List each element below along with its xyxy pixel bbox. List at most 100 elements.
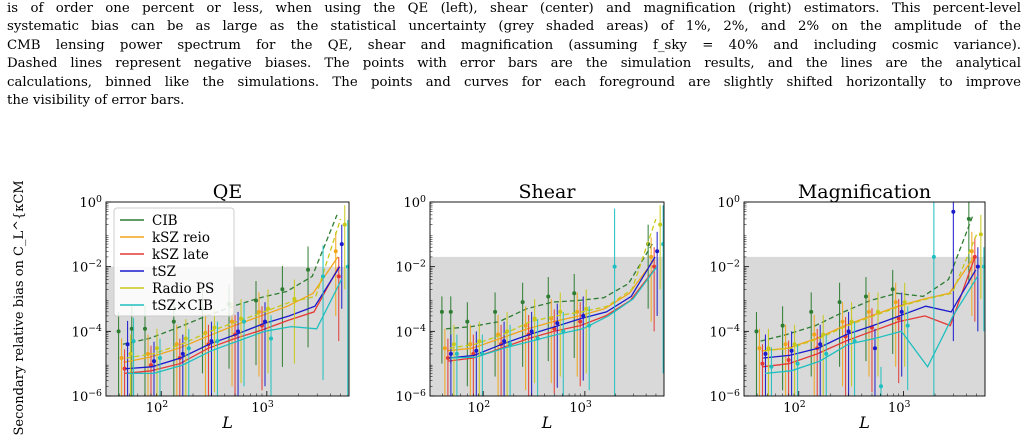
data-point (846, 329, 851, 334)
data-point (902, 300, 907, 305)
legend-box (113, 207, 235, 317)
data-point (535, 336, 540, 341)
series-line (446, 243, 653, 330)
data-point (931, 254, 936, 259)
data-point (818, 342, 823, 347)
data-point (905, 323, 910, 328)
data-point (122, 366, 127, 371)
data-point (520, 300, 525, 305)
data-point (658, 222, 663, 227)
series-line (765, 276, 979, 375)
caption-line-2: systematic bias can be as large as the s… (7, 19, 1021, 35)
plot-area (116, 205, 349, 396)
series-tsz-cib (127, 220, 349, 396)
legend-label: tSZ (152, 264, 176, 280)
axes-frame (743, 201, 986, 397)
data-point (587, 323, 592, 328)
data-point (493, 309, 498, 314)
data-point (878, 384, 883, 389)
data-point (951, 209, 956, 214)
series-line (763, 269, 977, 359)
series-tsz (763, 202, 980, 396)
data-point (578, 319, 583, 324)
data-point (256, 309, 261, 314)
data-point (465, 319, 470, 324)
data-point (896, 316, 901, 321)
data-point (439, 309, 444, 314)
legend-label: Radio PS (152, 281, 214, 297)
x-tick-label: 103 (251, 399, 274, 416)
data-point (532, 316, 537, 321)
data-point (128, 351, 133, 356)
x-tick-label: 102 (468, 399, 491, 416)
data-point (893, 300, 898, 305)
data-point (236, 329, 241, 334)
series-cib (439, 224, 653, 387)
series-ksz-late (122, 256, 341, 396)
data-point (760, 361, 765, 366)
x-axis-label: L (221, 413, 233, 432)
data-point (445, 355, 450, 360)
data-point (875, 309, 880, 314)
series-line (125, 266, 341, 370)
data-point (652, 264, 657, 269)
data-point (763, 351, 768, 356)
data-point (809, 309, 814, 314)
data-point (655, 249, 660, 254)
y-tick-label: 10−4 (396, 323, 426, 340)
data-point (186, 346, 191, 351)
data-point (505, 329, 510, 334)
series-line (449, 218, 657, 349)
data-point (209, 339, 214, 344)
data-point (890, 287, 895, 292)
data-point (151, 359, 156, 364)
series-tsz (448, 231, 660, 396)
y-tick-label: 100 (80, 194, 103, 211)
y-tick-label: 10−6 (710, 388, 740, 405)
legend-label: kSZ reio (152, 230, 210, 246)
data-point (969, 249, 974, 254)
data-point (333, 249, 338, 254)
data-point (812, 332, 817, 337)
caption-line-5: calculations, binned like the simulation… (7, 74, 1021, 90)
data-point (529, 329, 534, 334)
data-point (508, 342, 513, 347)
data-point (125, 342, 130, 347)
data-point (821, 332, 826, 337)
series-line (764, 234, 978, 352)
data-point (863, 294, 868, 299)
data-point (183, 336, 188, 341)
figure-caption: is of order one percent or less, when us… (7, 0, 1021, 110)
data-point (795, 361, 800, 366)
legend-label: kSZ late (152, 247, 209, 263)
data-point (262, 319, 267, 324)
data-point (342, 222, 347, 227)
data-point (780, 323, 785, 328)
series-ksz-late (760, 237, 977, 396)
data-point (253, 298, 258, 303)
data-point (321, 274, 326, 279)
series-radio-ps (126, 205, 347, 396)
series-tsz-cib (765, 202, 985, 396)
data-point (180, 351, 185, 356)
data-point (837, 300, 842, 305)
data-point (451, 342, 456, 347)
data-point (766, 346, 771, 351)
data-point (849, 319, 854, 324)
data-point (581, 313, 586, 318)
data-point (242, 319, 247, 324)
y-tick-label: 10−2 (710, 258, 740, 275)
series-radio-ps (764, 214, 983, 396)
series-line (126, 218, 342, 359)
x-axis-label: L (858, 413, 870, 432)
series-radio-ps (449, 205, 663, 396)
data-point (649, 254, 654, 259)
data-point (558, 309, 563, 314)
chart-panel-qe: 10−6 10−4 10−2 100 102 103 QE L Secondary relati… (12, 180, 350, 436)
y-tick-label: 10−2 (396, 258, 426, 275)
data-point (336, 274, 341, 279)
series-line (446, 260, 654, 352)
x-tick-label: 102 (783, 399, 806, 416)
data-point (448, 351, 453, 356)
axes-frame (105, 201, 350, 397)
